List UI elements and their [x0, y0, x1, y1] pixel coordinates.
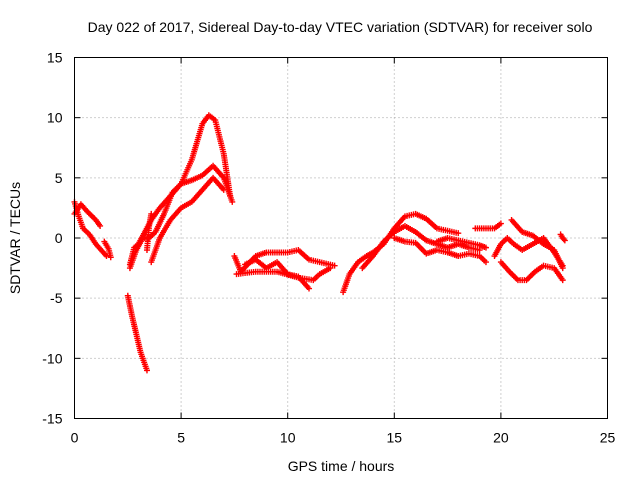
- series-track-n: [391, 235, 489, 266]
- x-axis-label: GPS time / hours: [288, 458, 395, 474]
- series-track-g: [124, 292, 150, 374]
- y-tick-label: 5: [55, 170, 63, 186]
- grid-lines: [74, 57, 608, 419]
- y-tick-label: 0: [55, 230, 63, 246]
- data-point: [560, 236, 567, 243]
- data-point: [148, 210, 155, 217]
- series-track-t: [557, 231, 568, 244]
- x-tick-label: 20: [493, 430, 509, 446]
- y-tick-label: -10: [42, 350, 62, 366]
- x-tick-label: 0: [71, 430, 79, 446]
- series-track-d: [126, 112, 234, 268]
- y-axis-label: SDTVAR / TECUs: [7, 182, 23, 294]
- data-point: [143, 367, 150, 374]
- data-point: [97, 222, 104, 229]
- data-point: [327, 265, 334, 272]
- series-track-h: [143, 210, 155, 254]
- series-track-m: [359, 222, 483, 272]
- axis-ticks: 0 5 10 15 20 25 -15 -10 -5 0 5 10 15: [42, 50, 615, 446]
- y-tick-label: -5: [50, 290, 63, 306]
- plot-frame: [74, 57, 608, 419]
- data-point: [103, 253, 110, 260]
- data-point: [559, 265, 566, 272]
- chart-title: Day 022 of 2017, Sidereal Day-to-day VTE…: [88, 19, 593, 35]
- series-track-r: [497, 259, 566, 284]
- data-points: [71, 112, 568, 374]
- x-tick-label: 10: [280, 430, 296, 446]
- data-point: [331, 262, 338, 269]
- data-point: [455, 230, 462, 237]
- data-point: [220, 186, 227, 193]
- x-tick-label: 15: [387, 430, 403, 446]
- series-track-c: [101, 238, 114, 261]
- data-point: [306, 285, 313, 292]
- series-track-f: [148, 174, 227, 266]
- y-tick-label: 15: [47, 50, 63, 66]
- x-tick-label: 5: [177, 430, 185, 446]
- data-point: [107, 254, 114, 261]
- data-point: [482, 244, 489, 251]
- series-track-k: [242, 256, 313, 292]
- series-track-b: [71, 198, 110, 260]
- data-point: [482, 259, 489, 266]
- data-point: [561, 237, 568, 244]
- y-tick-label: 10: [47, 110, 63, 126]
- data-point: [559, 277, 566, 284]
- y-tick-label: -15: [42, 411, 62, 427]
- series-track-s: [508, 216, 566, 272]
- series-track-o: [433, 235, 489, 251]
- data-point: [229, 198, 236, 205]
- series-track-e: [126, 162, 236, 272]
- data-point: [497, 220, 504, 227]
- x-tick-label: 25: [600, 430, 616, 446]
- series-track-p: [472, 220, 504, 232]
